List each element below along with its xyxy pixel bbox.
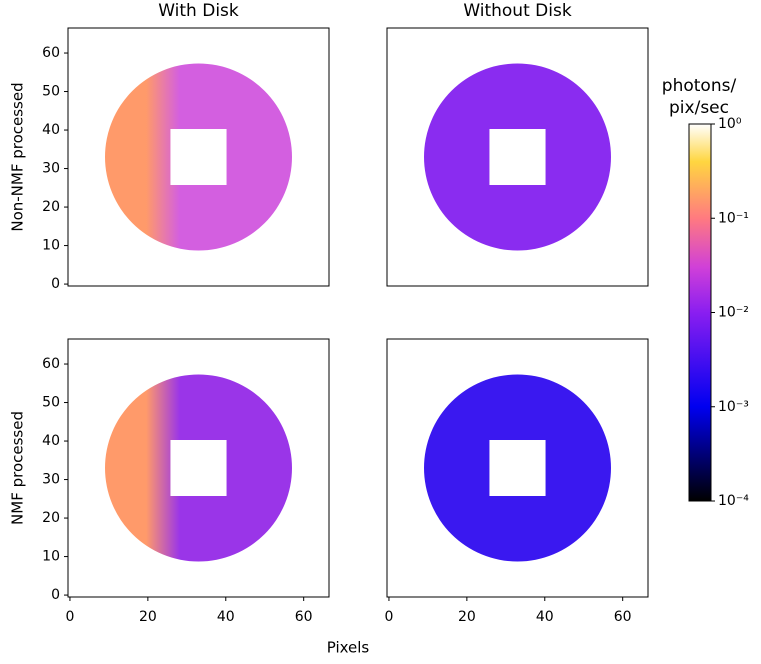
y-tick-label: 60 bbox=[42, 45, 60, 61]
colorbar bbox=[688, 123, 712, 502]
axes-frame bbox=[67, 338, 330, 598]
x-axis-label: Pixels bbox=[327, 639, 370, 657]
y-tick-label: 40 bbox=[42, 433, 60, 449]
colorbar-tick-label: 10⁻¹ bbox=[718, 210, 749, 226]
x-tick-label: 20 bbox=[458, 609, 476, 625]
x-tick-label: 0 bbox=[65, 609, 74, 625]
colorbar-label: pix/sec bbox=[669, 98, 729, 118]
y-tick-label: 10 bbox=[42, 238, 60, 254]
y-axis-label: Non-NMF processed bbox=[9, 82, 27, 231]
image bbox=[105, 63, 292, 251]
axes-frame bbox=[386, 338, 649, 598]
colorbar-label: photons/ bbox=[662, 76, 737, 96]
y-tick-label: 0 bbox=[51, 587, 60, 603]
y-tick-label: 60 bbox=[42, 356, 60, 372]
colorbar-tick-label: 10⁻⁴ bbox=[718, 493, 749, 509]
x-tick-label: 40 bbox=[536, 609, 554, 625]
axes-frame bbox=[67, 27, 330, 287]
y-tick-label: 30 bbox=[42, 161, 60, 177]
y-tick-label: 20 bbox=[42, 510, 60, 526]
y-tick-label: 30 bbox=[42, 472, 60, 488]
y-tick-label: 40 bbox=[42, 122, 60, 138]
x-tick-label: 60 bbox=[295, 609, 313, 625]
colorbar-tick-label: 10⁻³ bbox=[718, 399, 749, 415]
y-tick-label: 0 bbox=[51, 276, 60, 292]
y-tick-label: 20 bbox=[42, 199, 60, 215]
panel-title: With Disk bbox=[158, 1, 239, 21]
x-tick-label: 60 bbox=[614, 609, 632, 625]
image bbox=[424, 63, 611, 251]
colorbar-tick-label: 10⁻² bbox=[718, 305, 749, 321]
colorbar-tick-label: 10⁰ bbox=[718, 116, 742, 132]
axes-frame bbox=[386, 27, 649, 287]
x-tick-label: 20 bbox=[139, 609, 157, 625]
panel-title: Without Disk bbox=[463, 1, 572, 21]
y-axis-label: NMF processed bbox=[9, 411, 27, 525]
x-tick-label: 40 bbox=[217, 609, 235, 625]
image bbox=[105, 374, 292, 562]
y-tick-label: 50 bbox=[42, 395, 60, 411]
x-tick-label: 0 bbox=[384, 609, 393, 625]
image bbox=[424, 374, 611, 562]
y-tick-label: 50 bbox=[42, 84, 60, 100]
y-tick-label: 10 bbox=[42, 549, 60, 565]
